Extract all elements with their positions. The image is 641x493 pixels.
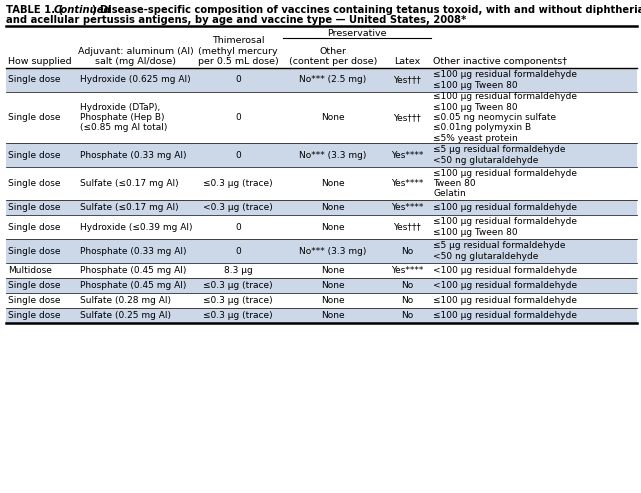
Text: ≤100 μg residual formaldehyde
Tween 80
Gelatin: ≤100 μg residual formaldehyde Tween 80 G… xyxy=(433,169,577,198)
Text: ≤0.3 μg (trace): ≤0.3 μg (trace) xyxy=(203,296,273,305)
Text: None: None xyxy=(321,203,345,212)
Text: ≤0.3 μg (trace): ≤0.3 μg (trace) xyxy=(203,311,273,320)
Text: ≤0.3 μg (trace): ≤0.3 μg (trace) xyxy=(203,179,273,188)
Text: Yes****: Yes**** xyxy=(391,150,423,160)
Text: Sulfate (0.25 mg Al): Sulfate (0.25 mg Al) xyxy=(80,311,171,320)
Text: Single dose: Single dose xyxy=(8,281,60,290)
Text: None: None xyxy=(321,296,345,305)
Text: Thimerosal
(methyl mercury
per 0.5 mL dose): Thimerosal (methyl mercury per 0.5 mL do… xyxy=(197,36,278,66)
Text: Hydroxide (≤0.39 mg Al): Hydroxide (≤0.39 mg Al) xyxy=(80,222,192,232)
Text: Single dose: Single dose xyxy=(8,246,60,255)
Text: Sulfate (≤0.17 mg Al): Sulfate (≤0.17 mg Al) xyxy=(80,203,179,212)
Text: <100 μg residual formaldehyde: <100 μg residual formaldehyde xyxy=(433,266,577,275)
Bar xyxy=(6,68,637,92)
Text: Single dose: Single dose xyxy=(8,150,60,160)
Text: 8.3 μg: 8.3 μg xyxy=(224,266,253,275)
Text: TABLE 1. (: TABLE 1. ( xyxy=(6,5,63,15)
Text: Yes†††: Yes††† xyxy=(393,75,421,84)
Text: ≤5 μg residual formaldehyde
<50 ng glutaraldehyde: ≤5 μg residual formaldehyde <50 ng gluta… xyxy=(433,145,565,165)
Text: Other inactive components†: Other inactive components† xyxy=(433,57,567,66)
Text: None: None xyxy=(321,281,345,290)
Text: ≤100 μg residual formaldehyde: ≤100 μg residual formaldehyde xyxy=(433,311,577,320)
Text: None: None xyxy=(321,311,345,320)
Text: Phosphate (0.45 mg Al): Phosphate (0.45 mg Al) xyxy=(80,281,187,290)
Text: Latex: Latex xyxy=(394,57,420,66)
Text: 0: 0 xyxy=(235,246,241,255)
Text: Yes†††: Yes††† xyxy=(393,113,421,122)
Text: Single dose: Single dose xyxy=(8,222,60,232)
Text: Phosphate (0.33 mg Al): Phosphate (0.33 mg Al) xyxy=(80,150,187,160)
Text: 0: 0 xyxy=(235,150,241,160)
Text: ) Disease-specific composition of vaccines containing tetanus toxoid, with and w: ) Disease-specific composition of vaccin… xyxy=(92,5,641,15)
Text: Single dose: Single dose xyxy=(8,296,60,305)
Text: Single dose: Single dose xyxy=(8,113,60,122)
Text: Sulfate (0.28 mg Al): Sulfate (0.28 mg Al) xyxy=(80,296,171,305)
Text: Adjuvant: aluminum (Al)
salt (mg Al/dose): Adjuvant: aluminum (Al) salt (mg Al/dose… xyxy=(78,47,194,66)
Text: No: No xyxy=(401,281,413,290)
Text: ≤100 μg residual formaldehyde: ≤100 μg residual formaldehyde xyxy=(433,296,577,305)
Text: 0: 0 xyxy=(235,222,241,232)
Text: None: None xyxy=(321,113,345,122)
Text: and acellular pertussis antigens, by age and vaccine type — United States, 2008*: and acellular pertussis antigens, by age… xyxy=(6,15,467,25)
Bar xyxy=(6,143,637,167)
Bar xyxy=(6,308,637,323)
Text: Other
(content per dose): Other (content per dose) xyxy=(289,47,377,66)
Text: None: None xyxy=(321,179,345,188)
Bar xyxy=(6,278,637,293)
Text: How supplied: How supplied xyxy=(8,57,72,66)
Bar xyxy=(6,200,637,215)
Text: No: No xyxy=(401,311,413,320)
Text: No: No xyxy=(401,246,413,255)
Text: 0: 0 xyxy=(235,75,241,84)
Text: Continued: Continued xyxy=(54,5,112,15)
Text: ≤100 μg residual formaldehyde: ≤100 μg residual formaldehyde xyxy=(433,203,577,212)
Text: ≤100 μg residual formaldehyde
≤100 μg Tween 80: ≤100 μg residual formaldehyde ≤100 μg Tw… xyxy=(433,217,577,237)
Text: ≤0.3 μg (trace): ≤0.3 μg (trace) xyxy=(203,281,273,290)
Text: Single dose: Single dose xyxy=(8,179,60,188)
Text: Single dose: Single dose xyxy=(8,75,60,84)
Text: No*** (2.5 mg): No*** (2.5 mg) xyxy=(299,75,367,84)
Text: No: No xyxy=(401,296,413,305)
Text: Preservative: Preservative xyxy=(328,29,387,38)
Text: Sulfate (≤0.17 mg Al): Sulfate (≤0.17 mg Al) xyxy=(80,179,179,188)
Text: Single dose: Single dose xyxy=(8,203,60,212)
Text: No*** (3.3 mg): No*** (3.3 mg) xyxy=(299,246,367,255)
Text: 0: 0 xyxy=(235,113,241,122)
Text: <0.3 μg (trace): <0.3 μg (trace) xyxy=(203,203,273,212)
Text: None: None xyxy=(321,266,345,275)
Text: ≤5 μg residual formaldehyde
<50 ng glutaraldehyde: ≤5 μg residual formaldehyde <50 ng gluta… xyxy=(433,241,565,261)
Text: Single dose: Single dose xyxy=(8,311,60,320)
Text: ≤100 μg residual formaldehyde
≤100 μg Tween 80
≤0.05 ng neomycin sulfate
≤0.01ng: ≤100 μg residual formaldehyde ≤100 μg Tw… xyxy=(433,92,577,143)
Text: Yes†††: Yes††† xyxy=(393,222,421,232)
Text: Yes****: Yes**** xyxy=(391,266,423,275)
Text: Phosphate (0.45 mg Al): Phosphate (0.45 mg Al) xyxy=(80,266,187,275)
Text: Multidose: Multidose xyxy=(8,266,52,275)
Bar xyxy=(6,239,637,263)
Text: None: None xyxy=(321,222,345,232)
Text: Phosphate (0.33 mg Al): Phosphate (0.33 mg Al) xyxy=(80,246,187,255)
Text: Hydroxide (0.625 mg Al): Hydroxide (0.625 mg Al) xyxy=(80,75,190,84)
Text: Yes****: Yes**** xyxy=(391,179,423,188)
Text: ≤100 μg residual formaldehyde
≤100 μg Tween 80: ≤100 μg residual formaldehyde ≤100 μg Tw… xyxy=(433,70,577,90)
Text: Hydroxide (DTaP),
Phosphate (Hep B)
(≤0.85 mg Al total): Hydroxide (DTaP), Phosphate (Hep B) (≤0.… xyxy=(80,103,167,133)
Text: No*** (3.3 mg): No*** (3.3 mg) xyxy=(299,150,367,160)
Text: Yes****: Yes**** xyxy=(391,203,423,212)
Text: <100 μg residual formaldehyde: <100 μg residual formaldehyde xyxy=(433,281,577,290)
